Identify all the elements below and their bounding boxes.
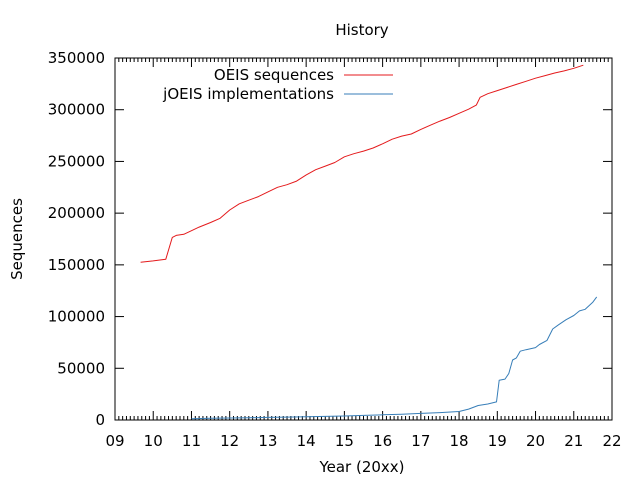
x-tick-label: 11 <box>182 432 201 450</box>
series-lines <box>140 64 598 420</box>
plot-frame <box>114 57 613 421</box>
x-tick-label: 13 <box>258 432 277 450</box>
legend-label: OEIS sequences <box>214 66 334 84</box>
y-tick-label: 50000 <box>57 359 105 377</box>
y-tick-label: 100000 <box>48 308 105 326</box>
x-tick-label: 09 <box>105 432 124 450</box>
x-tick-label: 17 <box>411 432 430 450</box>
x-tick-label: 15 <box>335 432 354 450</box>
series-line-oeis-sequences <box>140 64 584 263</box>
x-tick-label: 22 <box>602 432 621 450</box>
y-axis-label: Sequences <box>8 198 26 280</box>
x-tick-label: 16 <box>373 432 392 450</box>
y-tick-label: 150000 <box>48 256 105 274</box>
x-tick-label: 14 <box>297 432 316 450</box>
series-line-joeis-implementations <box>191 296 598 420</box>
y-tick-label: 300000 <box>48 101 105 119</box>
x-tick-label: 12 <box>220 432 239 450</box>
chart-title: History <box>335 21 388 39</box>
x-tick-label: 20 <box>526 432 545 450</box>
y-tick-label: 0 <box>95 411 105 429</box>
y-tick-label: 250000 <box>48 152 105 170</box>
y-tick-label: 200000 <box>48 204 105 222</box>
legend-label: jOEIS implementations <box>162 85 334 103</box>
x-axis-label: Year (20xx) <box>318 458 404 476</box>
x-tick-label: 18 <box>450 432 469 450</box>
axis-ticks: 09 10 11 12 13 14 15 16 17 18 19 20 21 22 0 50000 100000… <box>48 49 622 450</box>
y-tick-label: 350000 <box>48 49 105 67</box>
x-tick-label: 10 <box>144 432 163 450</box>
x-tick-label: 19 <box>488 432 507 450</box>
x-tick-label: 21 <box>564 432 583 450</box>
